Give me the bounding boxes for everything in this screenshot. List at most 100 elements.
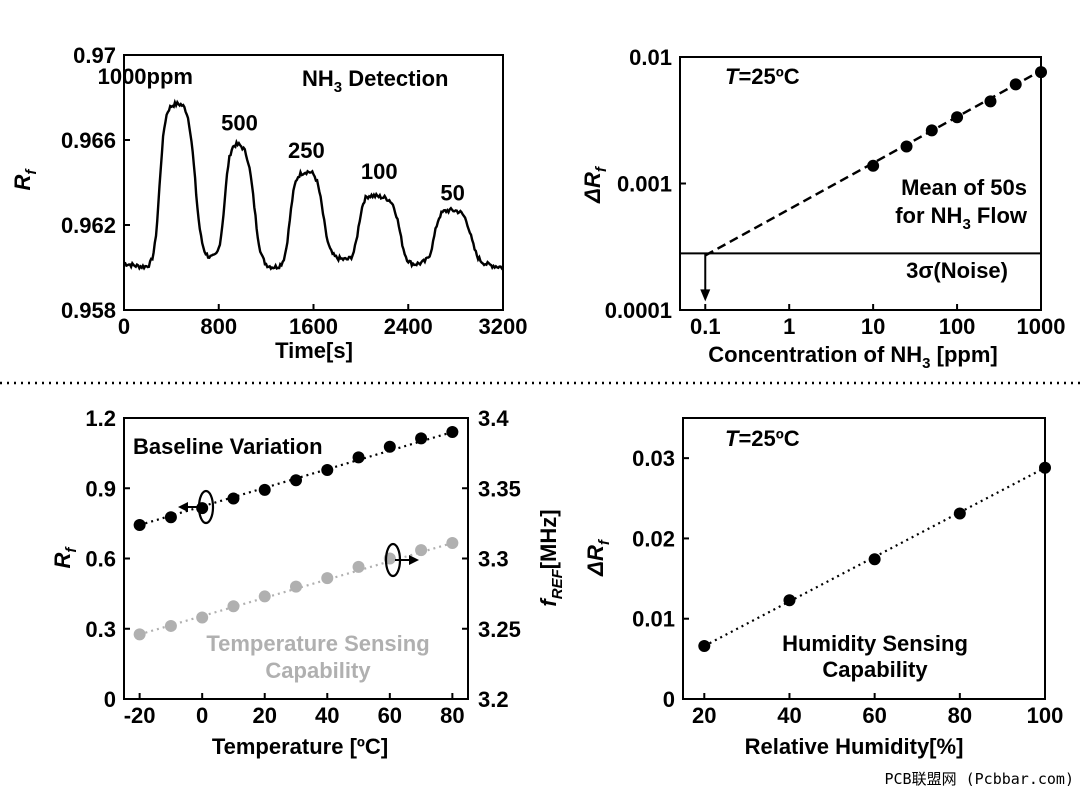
y-tick-label: 0.0001 — [605, 298, 672, 323]
x-axis-label: Relative Humidity[%] — [745, 734, 964, 759]
baseline-point — [290, 474, 302, 487]
y-axis-label: ΔRf — [583, 538, 613, 577]
x-tick-label: 60 — [378, 703, 402, 728]
y-tick-label: 0.01 — [629, 45, 672, 70]
temperature-point — [321, 572, 334, 585]
data-points — [698, 461, 1051, 653]
x-tick-label: 0 — [196, 703, 208, 728]
y-axis-ticks: 0.958 0.962 0.966 0.97 — [61, 43, 130, 323]
x-tick-label: 1600 — [289, 314, 338, 339]
x-axis-ticks: 0.1 1 10 100 1000 — [690, 304, 1065, 339]
legend-line-1: Mean of 50s — [901, 175, 1027, 200]
y2-tick-label: 3.3 — [478, 547, 509, 572]
x-axis-label: Temperature [ºC] — [212, 734, 388, 759]
panel-nh3-concentration: 0.1 1 10 100 1000 0.0001 0.001 0.01 T=25ºC Mea… — [580, 45, 1065, 372]
y-tick-label: 0.03 — [632, 446, 675, 471]
baseline-point — [383, 440, 396, 453]
pulse-label: 1000ppm — [98, 64, 193, 89]
panel-title: NH3 Detection — [302, 66, 448, 96]
baseline-point — [164, 511, 177, 524]
y2-tick-label: 3.35 — [478, 476, 521, 501]
data-point — [1009, 78, 1022, 91]
data-point — [984, 95, 997, 108]
noise-label: 3σ(Noise) — [906, 258, 1008, 283]
y-tick-label: 0.97 — [73, 43, 116, 68]
x-tick-label: 0 — [118, 314, 130, 339]
x-tick-label: 80 — [440, 703, 464, 728]
temperature-point — [446, 537, 459, 550]
y-tick-label: 0 — [104, 687, 116, 712]
y-tick-label: 0.9 — [85, 476, 116, 501]
humidity-label-1: Humidity Sensing — [782, 631, 968, 656]
x-tick-label: 1 — [783, 314, 795, 339]
baseline-point — [352, 451, 365, 464]
y-axis-ticks: 0.0001 0.001 0.01 — [605, 45, 686, 323]
data-point — [867, 159, 880, 172]
temperature-point — [352, 560, 365, 573]
y2-tick-label: 3.4 — [478, 406, 509, 431]
x-axis-label: Concentration of NH3 [ppm] — [708, 342, 997, 372]
watermark: PCB联盟网 (Pcbbar.com) — [884, 770, 1075, 788]
y2-tick-label: 3.25 — [478, 617, 521, 642]
baseline-point — [133, 519, 146, 532]
baseline-point — [321, 463, 334, 476]
x-tick-label: 2400 — [384, 314, 433, 339]
left-axis-indicator — [178, 489, 215, 525]
data-point — [951, 111, 964, 124]
temperature-points — [133, 537, 459, 641]
temperature-annotation: T=25ºC — [725, 426, 800, 451]
humidity-label-2: Capability — [822, 657, 928, 682]
data-point — [953, 507, 966, 520]
y-axis-label: ΔRf — [580, 165, 610, 204]
x-tick-label: 10 — [861, 314, 885, 339]
panel-temperature: -20 0 20 40 60 80 0 0.3 0.6 0.9 1.2 3.2 3.25 3.3 3.3… — [50, 406, 566, 759]
y-tick-label: 0.01 — [632, 607, 675, 632]
panel-nh3-time: 0 800 1600 2400 3200 0.958 0.962 0.966 0.97 100… — [10, 43, 527, 363]
baseline-series-label: Baseline Variation — [133, 434, 323, 459]
data-point — [698, 640, 711, 653]
x-tick-label: 40 — [315, 703, 339, 728]
y2-tick-label: 3.2 — [478, 687, 509, 712]
x-tick-label: 0.1 — [690, 314, 721, 339]
x-tick-label: 100 — [939, 314, 976, 339]
y-tick-label: 0.6 — [85, 547, 116, 572]
y-tick-label: 0 — [663, 687, 675, 712]
y-axis-label: Rf — [50, 546, 80, 569]
right-axis-indicator — [384, 542, 419, 578]
temperature-point — [415, 544, 428, 557]
temperature-annotation: T=25ºC — [725, 64, 800, 89]
temperature-point — [258, 590, 271, 603]
data-point — [868, 553, 881, 566]
temperature-point — [164, 619, 177, 632]
x-tick-label: -20 — [124, 703, 156, 728]
x-tick-label: 20 — [252, 703, 276, 728]
y-tick-label: 0.02 — [632, 526, 675, 551]
temperature-point — [227, 600, 240, 613]
plot-frame — [682, 417, 1046, 700]
x-tick-label: 20 — [692, 703, 716, 728]
temperature-point — [133, 628, 146, 641]
y2-axis-ticks: 3.2 3.25 3.3 3.35 3.4 — [462, 406, 521, 712]
x-tick-label: 60 — [862, 703, 886, 728]
x-tick-label: 80 — [948, 703, 972, 728]
baseline-point — [227, 492, 240, 505]
data-point — [1035, 66, 1047, 79]
x-tick-label: 40 — [777, 703, 801, 728]
x-axis-ticks: 20 40 60 80 100 — [692, 693, 1063, 728]
plot-frame — [123, 417, 469, 700]
x-axis-ticks: 0 800 1600 2400 3200 — [118, 304, 527, 339]
baseline-point — [446, 426, 459, 439]
temperature-series-label-2: Capability — [265, 658, 371, 683]
y-tick-label: 0.3 — [85, 617, 116, 642]
x-tick-label: 100 — [1027, 703, 1064, 728]
y-axis-label: Rf — [10, 168, 40, 191]
data-point — [900, 140, 913, 153]
data-points — [867, 66, 1047, 172]
x-tick-label: 800 — [200, 314, 237, 339]
detection-limit-arrowhead — [700, 289, 711, 302]
y-tick-label: 1.2 — [85, 406, 116, 431]
y-axis-ticks: 0 0.3 0.6 0.9 1.2 — [85, 406, 130, 712]
series-line-rf — [123, 98, 504, 271]
x-axis-ticks: -20 0 20 40 60 80 — [124, 693, 465, 728]
y-tick-label: 0.962 — [61, 213, 116, 238]
